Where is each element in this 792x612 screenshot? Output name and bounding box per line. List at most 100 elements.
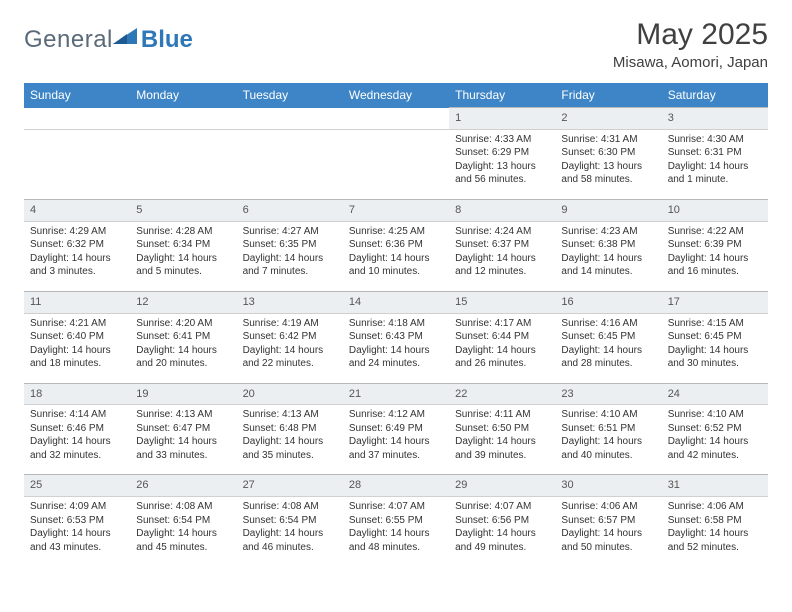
logo-text-general: General <box>24 26 113 54</box>
day-detail-cell: Sunrise: 4:27 AMSunset: 6:35 PMDaylight:… <box>237 221 343 291</box>
daylight-line: Daylight: 14 hours and 46 minutes. <box>243 527 337 554</box>
daylight-line: Daylight: 14 hours and 30 minutes. <box>668 344 762 371</box>
daynum-row: 25262728293031 <box>24 475 768 497</box>
day-detail-cell: Sunrise: 4:12 AMSunset: 6:49 PMDaylight:… <box>343 405 449 475</box>
day-number-cell: 25 <box>24 475 130 497</box>
sunset-line: Sunset: 6:41 PM <box>136 330 230 344</box>
sunrise-line: Sunrise: 4:23 AM <box>561 225 655 239</box>
sunrise-line: Sunrise: 4:24 AM <box>455 225 549 239</box>
sunset-line: Sunset: 6:50 PM <box>455 422 549 436</box>
sunrise-line: Sunrise: 4:28 AM <box>136 225 230 239</box>
day-number-cell: 12 <box>130 291 236 313</box>
daylight-line: Daylight: 14 hours and 20 minutes. <box>136 344 230 371</box>
day-number-cell: 17 <box>662 291 768 313</box>
sunrise-line: Sunrise: 4:15 AM <box>668 317 762 331</box>
sunrise-line: Sunrise: 4:31 AM <box>561 133 655 147</box>
daylight-line: Daylight: 14 hours and 48 minutes. <box>349 527 443 554</box>
day-number-cell <box>24 108 130 130</box>
sunset-line: Sunset: 6:38 PM <box>561 238 655 252</box>
day-number-cell: 13 <box>237 291 343 313</box>
sunrise-line: Sunrise: 4:08 AM <box>136 500 230 514</box>
sunrise-line: Sunrise: 4:29 AM <box>30 225 124 239</box>
sunset-line: Sunset: 6:35 PM <box>243 238 337 252</box>
daylight-line: Daylight: 13 hours and 58 minutes. <box>561 160 655 187</box>
day-detail-cell: Sunrise: 4:23 AMSunset: 6:38 PMDaylight:… <box>555 221 661 291</box>
day-number-cell: 18 <box>24 383 130 405</box>
sunrise-line: Sunrise: 4:22 AM <box>668 225 762 239</box>
calendar-table: Sunday Monday Tuesday Wednesday Thursday… <box>24 83 768 567</box>
sunset-line: Sunset: 6:43 PM <box>349 330 443 344</box>
daylight-line: Daylight: 14 hours and 10 minutes. <box>349 252 443 279</box>
daylight-line: Daylight: 14 hours and 18 minutes. <box>30 344 124 371</box>
header: General Blue May 2025 Misawa, Aomori, Ja… <box>24 18 768 71</box>
sunrise-line: Sunrise: 4:11 AM <box>455 408 549 422</box>
day-detail-cell: Sunrise: 4:07 AMSunset: 6:55 PMDaylight:… <box>343 497 449 567</box>
detail-row: Sunrise: 4:33 AMSunset: 6:29 PMDaylight:… <box>24 129 768 199</box>
day-number-cell: 29 <box>449 475 555 497</box>
day-header: Friday <box>555 83 661 108</box>
day-number-cell: 20 <box>237 383 343 405</box>
sunset-line: Sunset: 6:58 PM <box>668 514 762 528</box>
day-number-cell: 26 <box>130 475 236 497</box>
daylight-line: Daylight: 14 hours and 3 minutes. <box>30 252 124 279</box>
sunset-line: Sunset: 6:34 PM <box>136 238 230 252</box>
day-detail-cell: Sunrise: 4:06 AMSunset: 6:58 PMDaylight:… <box>662 497 768 567</box>
daylight-line: Daylight: 14 hours and 7 minutes. <box>243 252 337 279</box>
daylight-line: Daylight: 14 hours and 26 minutes. <box>455 344 549 371</box>
detail-row: Sunrise: 4:21 AMSunset: 6:40 PMDaylight:… <box>24 313 768 383</box>
day-number-cell: 24 <box>662 383 768 405</box>
daylight-line: Daylight: 14 hours and 45 minutes. <box>136 527 230 554</box>
detail-row: Sunrise: 4:09 AMSunset: 6:53 PMDaylight:… <box>24 497 768 567</box>
day-detail-cell: Sunrise: 4:17 AMSunset: 6:44 PMDaylight:… <box>449 313 555 383</box>
sunrise-line: Sunrise: 4:17 AM <box>455 317 549 331</box>
day-detail-cell: Sunrise: 4:24 AMSunset: 6:37 PMDaylight:… <box>449 221 555 291</box>
sunset-line: Sunset: 6:32 PM <box>30 238 124 252</box>
sunrise-line: Sunrise: 4:12 AM <box>349 408 443 422</box>
day-number-cell: 28 <box>343 475 449 497</box>
sunrise-line: Sunrise: 4:18 AM <box>349 317 443 331</box>
day-detail-cell: Sunrise: 4:25 AMSunset: 6:36 PMDaylight:… <box>343 221 449 291</box>
day-detail-cell: Sunrise: 4:28 AMSunset: 6:34 PMDaylight:… <box>130 221 236 291</box>
logo-text-blue: Blue <box>141 26 193 54</box>
sunset-line: Sunset: 6:42 PM <box>243 330 337 344</box>
sunrise-line: Sunrise: 4:19 AM <box>243 317 337 331</box>
daylight-line: Daylight: 14 hours and 37 minutes. <box>349 435 443 462</box>
sunset-line: Sunset: 6:47 PM <box>136 422 230 436</box>
day-detail-cell: Sunrise: 4:10 AMSunset: 6:52 PMDaylight:… <box>662 405 768 475</box>
day-number-cell: 31 <box>662 475 768 497</box>
day-header: Thursday <box>449 83 555 108</box>
day-number-cell: 6 <box>237 199 343 221</box>
day-detail-cell: Sunrise: 4:18 AMSunset: 6:43 PMDaylight:… <box>343 313 449 383</box>
day-detail-cell: Sunrise: 4:29 AMSunset: 6:32 PMDaylight:… <box>24 221 130 291</box>
sunset-line: Sunset: 6:44 PM <box>455 330 549 344</box>
daynum-row: 11121314151617 <box>24 291 768 313</box>
day-number-cell <box>130 108 236 130</box>
daylight-line: Daylight: 14 hours and 43 minutes. <box>30 527 124 554</box>
sunrise-line: Sunrise: 4:14 AM <box>30 408 124 422</box>
day-number-cell <box>343 108 449 130</box>
sunrise-line: Sunrise: 4:10 AM <box>668 408 762 422</box>
sunset-line: Sunset: 6:57 PM <box>561 514 655 528</box>
triangle-icon <box>113 26 139 46</box>
day-detail-cell: Sunrise: 4:13 AMSunset: 6:47 PMDaylight:… <box>130 405 236 475</box>
sunset-line: Sunset: 6:45 PM <box>561 330 655 344</box>
sunrise-line: Sunrise: 4:27 AM <box>243 225 337 239</box>
day-detail-cell: Sunrise: 4:33 AMSunset: 6:29 PMDaylight:… <box>449 129 555 199</box>
sunset-line: Sunset: 6:37 PM <box>455 238 549 252</box>
daylight-line: Daylight: 14 hours and 42 minutes. <box>668 435 762 462</box>
day-number-cell: 23 <box>555 383 661 405</box>
day-header: Wednesday <box>343 83 449 108</box>
title-block: May 2025 Misawa, Aomori, Japan <box>613 18 768 71</box>
day-number-cell: 21 <box>343 383 449 405</box>
daylight-line: Daylight: 14 hours and 49 minutes. <box>455 527 549 554</box>
day-number-cell: 11 <box>24 291 130 313</box>
day-header: Sunday <box>24 83 130 108</box>
daylight-line: Daylight: 14 hours and 52 minutes. <box>668 527 762 554</box>
sunrise-line: Sunrise: 4:20 AM <box>136 317 230 331</box>
day-detail-cell: Sunrise: 4:22 AMSunset: 6:39 PMDaylight:… <box>662 221 768 291</box>
sunrise-line: Sunrise: 4:30 AM <box>668 133 762 147</box>
day-number-cell: 1 <box>449 108 555 130</box>
location: Misawa, Aomori, Japan <box>613 54 768 71</box>
daylight-line: Daylight: 14 hours and 33 minutes. <box>136 435 230 462</box>
day-detail-cell: Sunrise: 4:08 AMSunset: 6:54 PMDaylight:… <box>130 497 236 567</box>
